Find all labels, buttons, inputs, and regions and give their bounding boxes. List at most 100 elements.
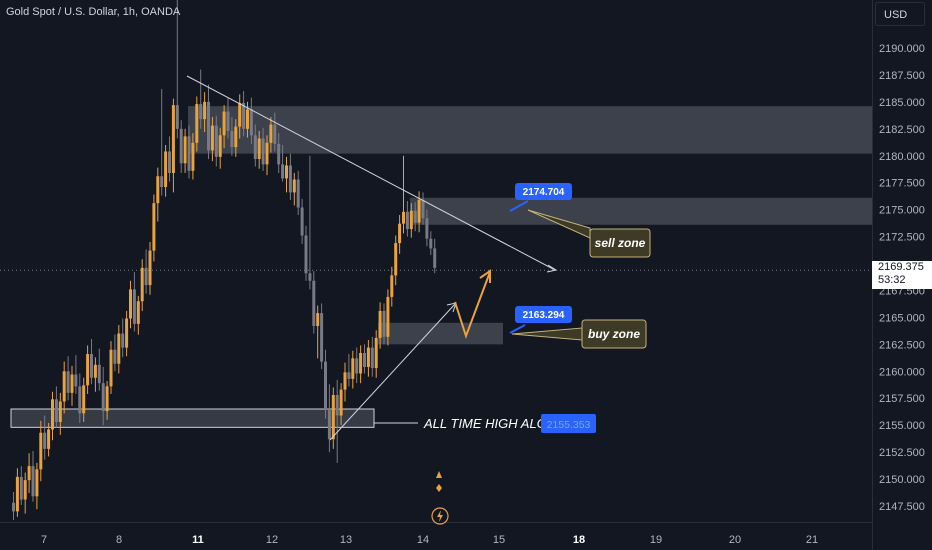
candle-body: [347, 372, 351, 379]
candle-body: [187, 136, 191, 171]
sell-price-pointer: [509, 200, 529, 212]
candle-body: [351, 358, 355, 379]
candle-body: [117, 333, 121, 364]
y-tick-label: 2150.000: [879, 474, 925, 486]
buy-price-text: 2163.294: [523, 310, 565, 321]
x-tick-label: 21: [806, 534, 818, 546]
candle-body: [246, 109, 249, 129]
x-tick-label: 15: [493, 534, 505, 546]
candle-body: [51, 399, 54, 430]
candle-body: [343, 372, 347, 390]
candle-body: [12, 502, 15, 512]
sell-zone-label: sell zone: [595, 236, 646, 250]
candle-body: [370, 347, 374, 369]
candle-body: [363, 352, 366, 367]
candle-body: [386, 296, 390, 337]
sell-price-text: 2174.704: [523, 187, 565, 198]
y-tick-label: 2187.500: [879, 70, 925, 82]
candle-body: [253, 135, 257, 159]
candle-body: [140, 267, 144, 302]
descending-trendline: [186, 75, 556, 271]
candle-body: [62, 371, 66, 402]
candle-body: [433, 248, 437, 268]
buy-zone-label-box: [581, 319, 647, 349]
candle-body: [327, 410, 331, 440]
x-tick-label: 7: [41, 534, 47, 546]
y-tick-label: 2155.000: [879, 420, 925, 432]
candle-body: [292, 179, 296, 193]
candle-body: [355, 358, 359, 374]
ath-price-text: 2155.353: [547, 419, 591, 431]
candle-body: [113, 349, 117, 364]
candle-body: [339, 389, 343, 416]
candle-body: [82, 385, 86, 414]
candle-body: [121, 333, 125, 348]
x-tick-label: 19: [650, 534, 662, 546]
candle-body: [210, 125, 214, 151]
candle-body: [366, 347, 370, 367]
current-price-label: 2169.375: [878, 261, 924, 273]
warning-icon: [436, 471, 442, 478]
candle-body: [288, 165, 292, 193]
ath-zone-box: [10, 408, 375, 428]
candle-body: [23, 480, 27, 500]
sell-price-badge: [515, 183, 572, 200]
candle-body: [269, 124, 273, 143]
candle-body: [378, 310, 382, 338]
event-icon: [436, 484, 442, 492]
ascending-trendline: [329, 303, 456, 441]
candle-body: [136, 301, 140, 324]
candle-body: [261, 138, 265, 165]
candle-body: [249, 109, 253, 136]
sell-zone-box: [410, 197, 872, 225]
candle-body: [242, 102, 246, 129]
candle-body: [409, 210, 413, 230]
candle-body: [316, 313, 320, 327]
candle-body: [308, 273, 312, 281]
buy-zone-box: [378, 322, 503, 345]
candle-body: [199, 104, 203, 120]
candle-body: [394, 243, 398, 276]
x-tick-label: 11: [192, 534, 204, 546]
candle-body: [15, 476, 19, 512]
candle-body: [382, 310, 386, 337]
candle-body: [195, 104, 199, 143]
candle-body: [320, 313, 324, 362]
candle-body: [359, 352, 363, 374]
buy-zone-label: buy zone: [588, 327, 640, 341]
candle-body: [109, 349, 113, 387]
candle-body: [402, 211, 405, 224]
candle-body: [144, 267, 148, 286]
candle-body: [175, 105, 179, 129]
candle-body: [171, 105, 175, 174]
candle-body: [222, 111, 226, 136]
candle-body: [47, 429, 51, 449]
candle-body: [300, 207, 304, 236]
candle-body: [312, 280, 316, 327]
x-tick-label: 13: [340, 534, 352, 546]
ath-label: ALL TIME HIGH ALGO: [423, 416, 557, 431]
y-tick-label: 2152.500: [879, 447, 925, 459]
candle-body: [207, 101, 210, 151]
candle-body: [35, 469, 39, 497]
y-tick-label: 2157.500: [879, 393, 925, 405]
y-tick-label: 2160.000: [879, 366, 925, 378]
candle-body: [19, 476, 23, 500]
bar-countdown-label: 53:32: [878, 274, 906, 286]
candle-body: [226, 111, 230, 131]
upper-resistance-box: [188, 106, 872, 154]
candle-body: [27, 466, 31, 481]
symbol-title: Gold Spot / U.S. Dollar, 1h, OANDA: [6, 6, 181, 18]
candle-body: [429, 238, 433, 249]
candle-body: [164, 151, 168, 188]
y-tick-label: 2162.500: [879, 339, 925, 351]
candle-body: [129, 289, 132, 319]
candle-body: [398, 223, 402, 244]
y-tick-label: 2175.000: [879, 205, 925, 217]
candle-body: [90, 354, 93, 378]
sell-zone-label-box: [589, 228, 651, 258]
buy-price-badge: [515, 306, 572, 323]
currency-button[interactable]: USD: [875, 2, 925, 26]
